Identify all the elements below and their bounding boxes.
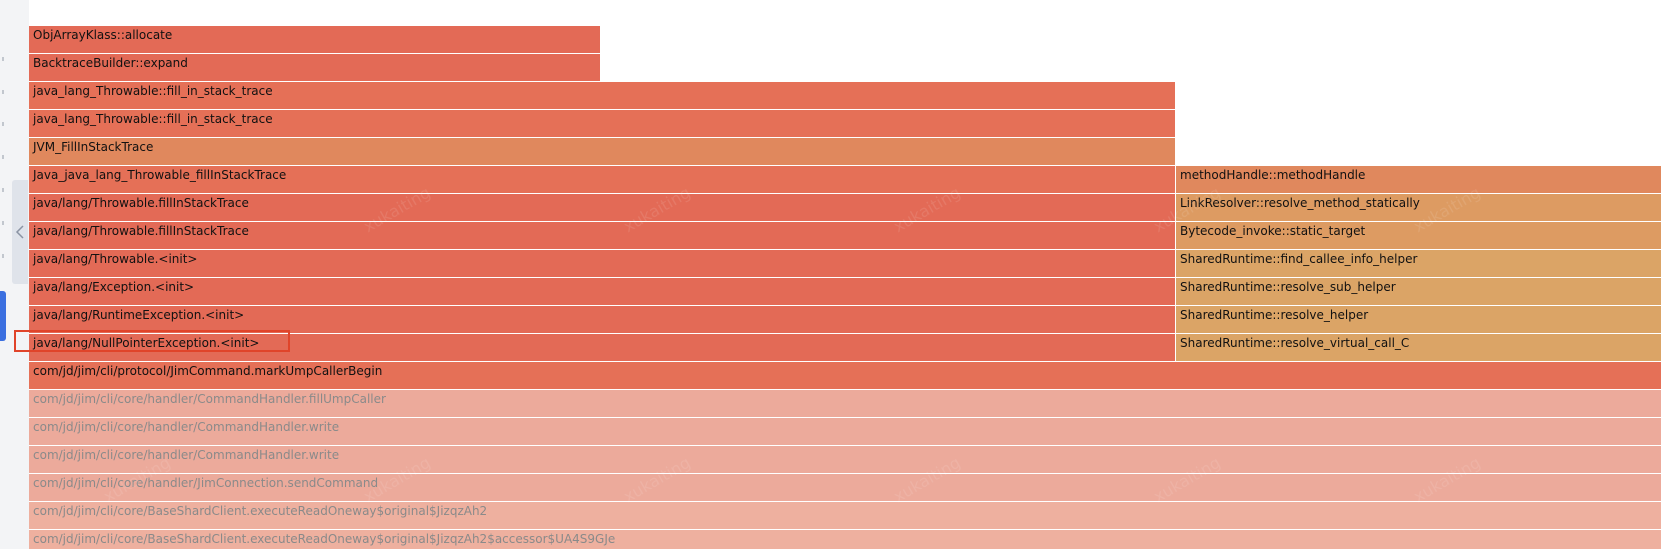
gutter-tick [2,188,4,192]
flame-frame[interactable]: com/jd/jim/cli/core/BaseShardClient.exec… [29,502,1662,530]
flame-frame[interactable]: java/lang/Throwable.fillInStackTrace [29,222,1176,250]
flame-frame[interactable]: java/lang/NullPointerException.<init> [29,334,1176,362]
flame-frame[interactable]: ObjArrayKlass::allocate [29,26,601,54]
flame-frame[interactable]: java_lang_Throwable::fill_in_stack_trace [29,82,1176,110]
side-panel-toggle[interactable] [0,291,6,341]
gutter-tick [2,254,4,258]
flame-frame[interactable]: java/lang/Throwable.fillInStackTrace [29,194,1176,222]
gutter-tick [2,57,4,61]
sidebar-collapse-tab[interactable] [12,180,28,284]
flame-frame[interactable]: SharedRuntime::resolve_virtual_call_C [1176,334,1662,362]
flame-frame[interactable]: com/jd/jim/cli/core/BaseShardClient.exec… [29,530,1662,549]
flame-frame[interactable]: java/lang/Throwable.<init> [29,250,1176,278]
flame-frame[interactable]: java/lang/Exception.<init> [29,278,1176,306]
gutter-tick [2,122,4,126]
flame-frame[interactable]: SharedRuntime::find_callee_info_helper [1176,250,1662,278]
flame-frame[interactable]: SharedRuntime::resolve_sub_helper [1176,278,1662,306]
flame-frame[interactable]: methodHandle::methodHandle [1176,166,1662,194]
flame-frame[interactable]: com/jd/jim/cli/core/handler/CommandHandl… [29,390,1662,418]
flame-frame[interactable]: Bytecode_invoke::static_target [1176,222,1662,250]
flame-frame[interactable]: LinkResolver::resolve_method_statically [1176,194,1662,222]
flame-frame[interactable]: JVM_FillInStackTrace [29,138,1176,166]
flame-frame[interactable]: com/jd/jim/cli/protocol/JimCommand.markU… [29,362,1662,390]
gutter-tick [2,221,4,225]
chevron-left-icon[interactable] [13,222,27,242]
flame-frame[interactable]: SharedRuntime::resolve_helper [1176,306,1662,334]
flame-frame[interactable]: java/lang/RuntimeException.<init> [29,306,1176,334]
gutter-tick [2,155,4,159]
flame-frame[interactable]: java_lang_Throwable::fill_in_stack_trace [29,110,1176,138]
gutter-tick [2,90,4,94]
flame-frame[interactable]: BacktraceBuilder::expand [29,54,601,82]
flame-frame[interactable]: com/jd/jim/cli/core/handler/CommandHandl… [29,446,1662,474]
flame-frame[interactable]: Java_java_lang_Throwable_fillInStackTrac… [29,166,1176,194]
flame-frame[interactable]: com/jd/jim/cli/core/handler/JimConnectio… [29,474,1662,502]
flame-frame[interactable]: com/jd/jim/cli/core/handler/CommandHandl… [29,418,1662,446]
